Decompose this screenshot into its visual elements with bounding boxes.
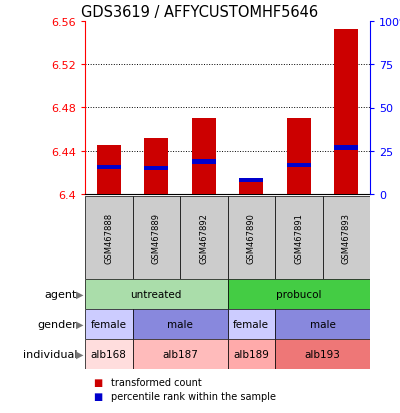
- Text: ■: ■: [93, 377, 102, 387]
- Bar: [192, 160, 216, 164]
- Text: alb189: alb189: [233, 349, 269, 359]
- Bar: [192, 119, 216, 195]
- Text: ▶: ▶: [76, 289, 83, 299]
- Bar: [334, 29, 358, 195]
- Bar: [228, 197, 275, 279]
- Text: female: female: [91, 319, 127, 329]
- Bar: [334, 146, 358, 150]
- Bar: [132, 339, 228, 369]
- Bar: [132, 309, 228, 339]
- Bar: [85, 339, 132, 369]
- Bar: [144, 138, 168, 195]
- Bar: [85, 279, 228, 309]
- Bar: [287, 119, 311, 195]
- Text: ▶: ▶: [76, 349, 83, 359]
- Bar: [239, 178, 263, 183]
- Text: GSM467890: GSM467890: [247, 213, 256, 263]
- Bar: [144, 166, 168, 171]
- Bar: [85, 197, 132, 279]
- Text: gender: gender: [37, 319, 77, 329]
- Bar: [180, 197, 228, 279]
- Bar: [85, 309, 132, 339]
- Bar: [228, 309, 275, 339]
- Text: individual: individual: [22, 349, 77, 359]
- Text: alb168: alb168: [91, 349, 127, 359]
- Bar: [275, 197, 322, 279]
- Bar: [287, 163, 311, 168]
- Text: GSM467892: GSM467892: [199, 213, 208, 263]
- Bar: [97, 165, 121, 170]
- Text: female: female: [233, 319, 269, 329]
- Text: untreated: untreated: [130, 289, 182, 299]
- Text: GSM467888: GSM467888: [104, 212, 113, 263]
- Text: GDS3619 / AFFYCUSTOMHF5646: GDS3619 / AFFYCUSTOMHF5646: [82, 5, 318, 20]
- Bar: [275, 339, 370, 369]
- Text: ▶: ▶: [76, 319, 83, 329]
- Bar: [228, 339, 275, 369]
- Bar: [275, 309, 370, 339]
- Bar: [322, 197, 370, 279]
- Text: alb193: alb193: [304, 349, 340, 359]
- Text: ■: ■: [93, 391, 102, 401]
- Text: transformed count: transformed count: [111, 377, 202, 387]
- Text: male: male: [310, 319, 336, 329]
- Text: GSM467893: GSM467893: [342, 212, 351, 263]
- Text: probucol: probucol: [276, 289, 322, 299]
- Bar: [97, 146, 121, 195]
- Text: GSM467891: GSM467891: [294, 213, 303, 263]
- Text: male: male: [167, 319, 193, 329]
- Text: alb187: alb187: [162, 349, 198, 359]
- Text: percentile rank within the sample: percentile rank within the sample: [111, 391, 276, 401]
- Bar: [239, 178, 263, 195]
- Bar: [132, 197, 180, 279]
- Text: GSM467889: GSM467889: [152, 212, 161, 263]
- Bar: [228, 279, 370, 309]
- Text: agent: agent: [45, 289, 77, 299]
